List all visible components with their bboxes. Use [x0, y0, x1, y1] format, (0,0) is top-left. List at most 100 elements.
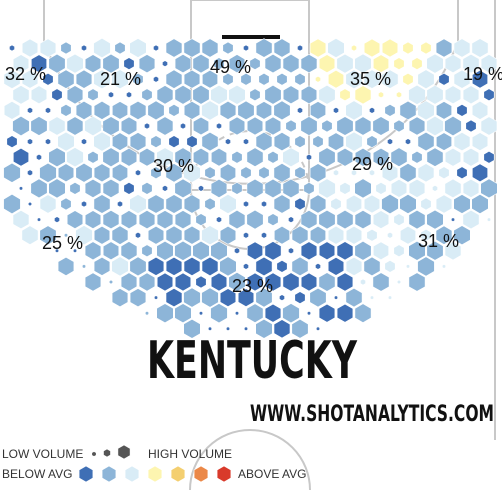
zone-label-left-baseline: 25 %: [42, 233, 83, 253]
shot-hex: [264, 303, 282, 323]
shot-hex: [27, 169, 33, 177]
shot-hex: [282, 147, 300, 168]
shot-hex: [21, 69, 39, 89]
shot-hex: [243, 231, 249, 239]
shot-hex: [381, 193, 399, 215]
shot-hex: [273, 319, 291, 339]
shot-hex: [21, 38, 39, 58]
shot-hex: [183, 69, 201, 89]
shot-hexes: [3, 37, 498, 339]
shot-hex: [261, 200, 267, 208]
shot-hex: [408, 84, 426, 105]
shot-hex: [132, 72, 144, 86]
shot-hex: [60, 104, 72, 117]
shot-hex: [174, 303, 192, 324]
shot-hex: [282, 85, 300, 105]
shot-hex: [363, 38, 381, 58]
shot-hex: [240, 166, 252, 180]
shot-hex: [444, 115, 462, 137]
shot-hex: [111, 256, 129, 277]
shot-hex: [360, 278, 366, 286]
shot-hex: [465, 119, 477, 133]
shot-hex: [228, 272, 246, 292]
shot-hex: [219, 100, 237, 120]
shot-hex: [345, 256, 363, 276]
shot-hex: [18, 186, 24, 191]
shot-hex: [210, 178, 228, 198]
shot-hex: [462, 85, 480, 105]
shot-hex: [3, 69, 21, 89]
shot-hex: [471, 100, 489, 120]
shot-hex: [405, 264, 411, 269]
shot-hex: [300, 241, 318, 261]
shot-hex: [220, 163, 236, 183]
shot-hex: [201, 287, 219, 308]
shot-hex: [255, 131, 273, 152]
shot-hex: [411, 150, 423, 164]
shot-hex: [82, 264, 86, 269]
shot-hex: [264, 272, 282, 292]
shot-hex: [36, 217, 42, 222]
shot-hex: [213, 57, 225, 70]
shot-hex: [300, 54, 318, 74]
shot-hex: [3, 162, 21, 183]
shot-hex: [48, 116, 66, 136]
shot-hex: [201, 225, 219, 246]
shot-hex: [294, 291, 306, 304]
shot-hex: [297, 107, 303, 114]
shot-hex: [309, 287, 327, 308]
shot-hex: [420, 41, 432, 55]
shot-hex: [435, 101, 453, 120]
shot-hex: [258, 166, 270, 180]
shot-hex: [288, 216, 294, 223]
shot-hex: [192, 53, 210, 74]
shot-hex: [183, 38, 201, 58]
shot-hex: [480, 116, 498, 136]
shot-hex: [396, 91, 402, 99]
shot-hex: [201, 38, 219, 58]
shot-hex: [168, 135, 180, 148]
shot-hex: [354, 147, 372, 167]
shot-hex: [291, 256, 309, 277]
shot-hex: [345, 131, 363, 152]
shot-hex: [246, 178, 264, 199]
shot-hex: [150, 166, 162, 180]
shot-hex: [66, 85, 84, 105]
shot-hex: [381, 69, 399, 89]
shot-hex: [135, 231, 141, 239]
shot-hex: [21, 225, 39, 245]
shot-hex: [75, 69, 93, 89]
legend-low-volume: LOW VOLUME: [2, 447, 83, 461]
shot-hex: [363, 69, 381, 89]
zone-label-left-wing-3: 21 %: [100, 69, 141, 89]
backboard: [222, 35, 280, 39]
shot-hex: [456, 104, 468, 117]
shot-hex: [309, 194, 327, 214]
shot-hex: [462, 147, 480, 167]
shot-hex: [145, 310, 149, 316]
shot-hex: [30, 85, 48, 105]
shot-hex: [112, 132, 128, 151]
shot-hex: [444, 147, 462, 167]
shot-hex: [66, 116, 84, 136]
shot-hex: [243, 200, 249, 208]
shot-hex: [333, 169, 339, 177]
shot-hex: [246, 303, 264, 323]
shot-hex: [66, 53, 84, 74]
shot-hex: [226, 326, 230, 332]
shot-hex: [393, 57, 405, 70]
shot-hex: [216, 122, 222, 130]
shot-hex: [3, 193, 21, 215]
shot-hex: [204, 166, 216, 180]
shot-hex: [273, 163, 291, 183]
shot-hex: [411, 57, 423, 70]
shot-hex: [156, 240, 174, 261]
shot-hex: [156, 272, 174, 292]
shot-hex: [156, 210, 174, 230]
shot-hex: [327, 257, 345, 276]
shot-hex: [366, 135, 378, 148]
shot-hex: [462, 53, 480, 74]
legend-color-hex: [124, 465, 140, 483]
center-circle: [189, 429, 311, 490]
shot-hex: [30, 54, 48, 73]
